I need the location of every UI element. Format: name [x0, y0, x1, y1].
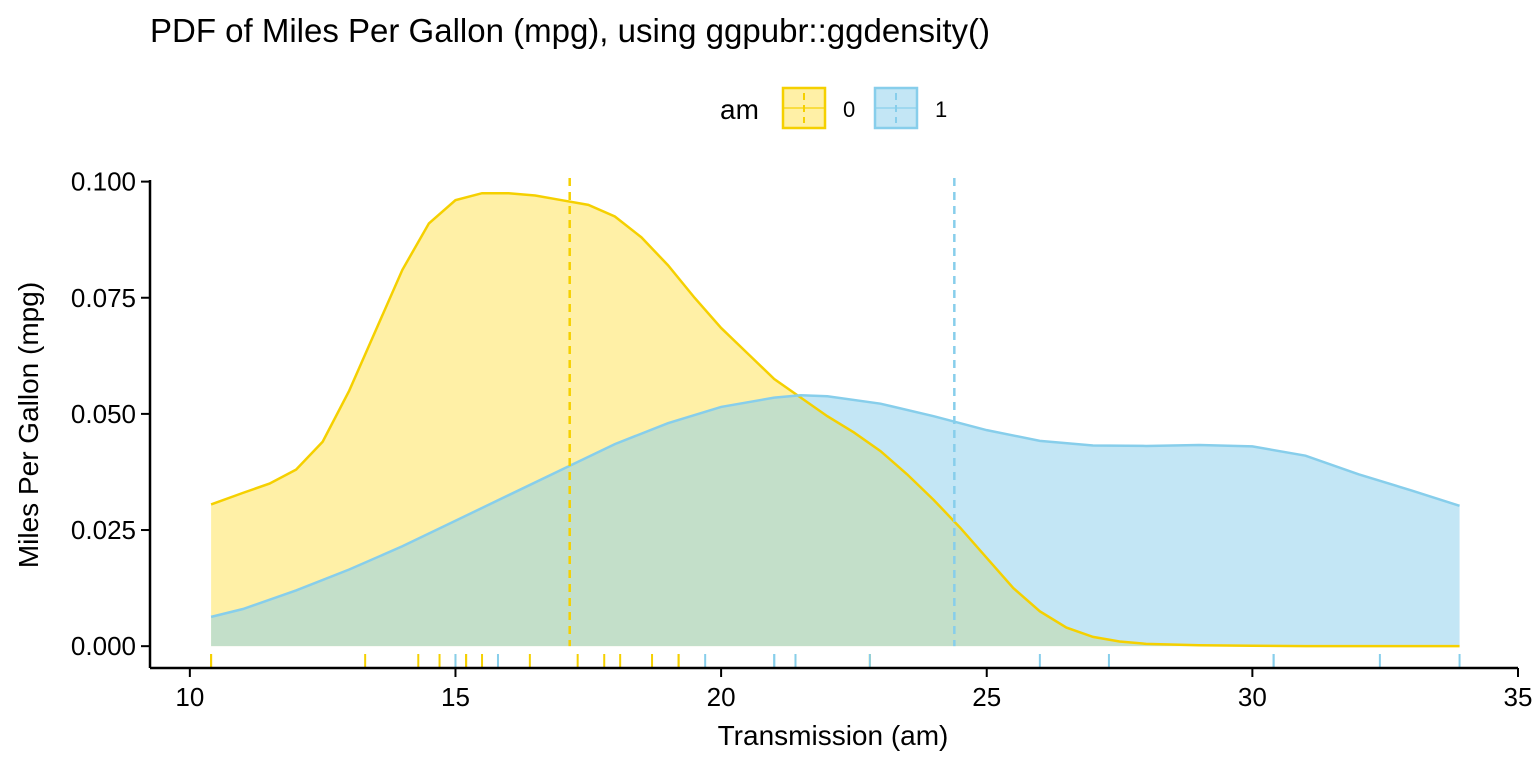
- x-tick-label: 25: [972, 682, 1001, 712]
- x-tick-label: 30: [1238, 682, 1267, 712]
- legend-title: am: [720, 94, 759, 125]
- legend-label-1: 1: [935, 97, 947, 122]
- x-tick-label: 20: [707, 682, 736, 712]
- plot-area: 10 15 20 25 30 35 0.000 0.025 0.050 0.075 0.100: [71, 167, 1533, 712]
- legend-label-0: 0: [843, 97, 855, 122]
- density-line-0: [210, 191, 1460, 648]
- y-axis-title: Miles Per Gallon (mpg): [13, 282, 44, 568]
- density-area-1: [211, 395, 1460, 647]
- x-tick-label: 10: [175, 682, 204, 712]
- y-tick-label: 0.025: [71, 515, 136, 545]
- y-tick-label: 0.100: [71, 167, 136, 197]
- y-tick-label: 0.075: [71, 283, 136, 313]
- x-axis-title: Transmission (am): [718, 720, 949, 751]
- y-tick-label: 0.000: [71, 631, 136, 661]
- chart-title: PDF of Miles Per Gallon (mpg), using ggp…: [150, 12, 991, 49]
- x-tick-label: 15: [441, 682, 470, 712]
- x-tick-label: 35: [1504, 682, 1533, 712]
- legend: am 0 1: [720, 86, 947, 130]
- density-line-1: [210, 394, 1460, 619]
- y-tick-label: 0.050: [71, 399, 136, 429]
